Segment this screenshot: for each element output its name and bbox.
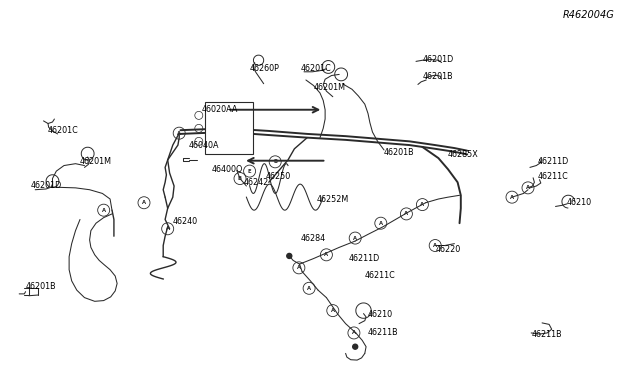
Text: A: A <box>404 211 408 217</box>
Text: 46211B: 46211B <box>368 328 399 337</box>
Text: A: A <box>166 226 170 231</box>
Text: A: A <box>352 330 356 336</box>
Text: 46201D: 46201D <box>422 55 454 64</box>
Text: 46040A: 46040A <box>189 141 220 150</box>
Text: 46211B: 46211B <box>531 330 562 339</box>
Text: 46252M: 46252M <box>317 195 349 203</box>
Text: A: A <box>433 243 437 248</box>
Text: 46201D: 46201D <box>31 182 62 190</box>
Text: A: A <box>177 131 181 136</box>
Text: 46285X: 46285X <box>448 150 479 159</box>
Text: 46211C: 46211C <box>365 271 396 280</box>
Text: B: B <box>238 176 242 181</box>
Text: A: A <box>510 195 514 200</box>
Text: B: B <box>273 159 277 164</box>
Text: A: A <box>102 208 106 213</box>
Text: 46220: 46220 <box>435 245 460 254</box>
Circle shape <box>287 253 292 259</box>
Text: 46201B: 46201B <box>422 72 453 81</box>
Text: 46201B: 46201B <box>26 282 56 291</box>
Text: 46400Q: 46400Q <box>211 165 243 174</box>
Text: 46020AA: 46020AA <box>202 105 238 114</box>
Text: 46242: 46242 <box>243 178 268 187</box>
Text: A: A <box>331 308 335 313</box>
Text: A: A <box>353 235 357 241</box>
Bar <box>205 102 253 154</box>
Text: 46210: 46210 <box>566 198 591 207</box>
Text: 46201C: 46201C <box>301 64 332 73</box>
Circle shape <box>353 344 358 349</box>
Text: R462004G: R462004G <box>563 10 614 20</box>
Text: A: A <box>297 265 301 270</box>
Text: 46211D: 46211D <box>349 254 380 263</box>
Text: 46201M: 46201M <box>80 157 112 166</box>
Text: A: A <box>526 185 530 190</box>
Text: A: A <box>324 252 328 257</box>
Text: 46201B: 46201B <box>384 148 415 157</box>
Text: A: A <box>379 221 383 226</box>
Text: A: A <box>420 202 424 207</box>
Text: 46201C: 46201C <box>48 126 79 135</box>
Text: 46250: 46250 <box>266 172 291 181</box>
Text: 46201M: 46201M <box>314 83 346 92</box>
Text: 46284: 46284 <box>301 234 326 243</box>
Text: 46240: 46240 <box>173 217 198 226</box>
Text: 46210: 46210 <box>368 310 393 319</box>
Text: 46211C: 46211C <box>538 172 568 181</box>
Text: E: E <box>248 169 252 174</box>
Text: A: A <box>142 200 146 205</box>
Text: A: A <box>307 286 311 291</box>
Text: 46211D: 46211D <box>538 157 569 166</box>
Text: 46260P: 46260P <box>250 64 280 73</box>
